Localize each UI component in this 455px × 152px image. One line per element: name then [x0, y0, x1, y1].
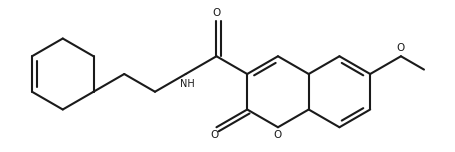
Text: O: O [212, 8, 220, 18]
Text: O: O [210, 130, 218, 140]
Text: NH: NH [180, 79, 195, 89]
Text: O: O [273, 130, 282, 140]
Text: O: O [396, 43, 404, 53]
